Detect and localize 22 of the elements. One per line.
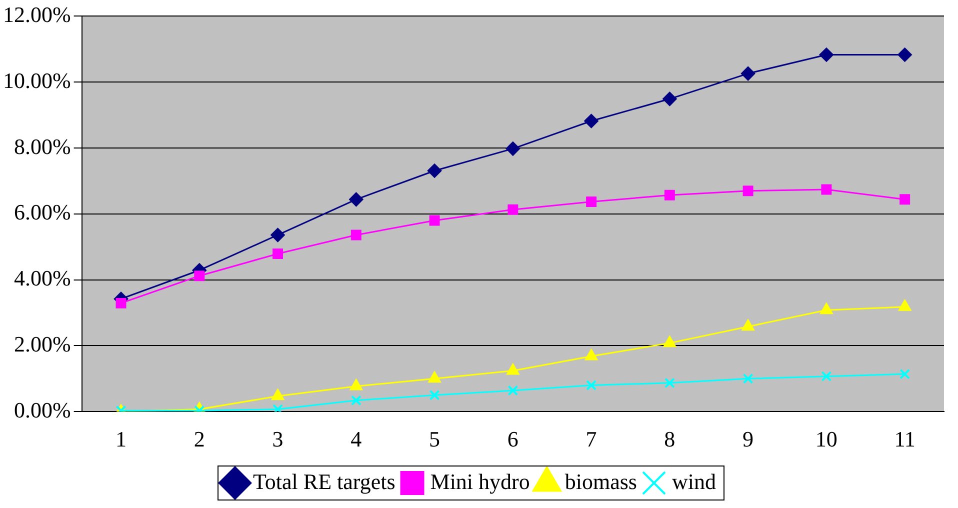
- y-tick-label: 0.00%: [14, 397, 71, 422]
- y-tick-label: 4.00%: [14, 266, 71, 291]
- y-tick-label: 6.00%: [14, 200, 71, 225]
- y-tick-label: 2.00%: [14, 331, 71, 356]
- legend-label: wind: [672, 468, 716, 494]
- legend-label: Mini hydro: [430, 468, 530, 494]
- legend-label: Total RE targets: [253, 468, 396, 494]
- x-tick-label: 1: [116, 426, 127, 452]
- y-tick-label: 10.00%: [3, 68, 71, 93]
- x-tick-label: 10: [815, 426, 838, 452]
- x-tick-label: 8: [664, 426, 676, 452]
- x-tick-label: 3: [272, 426, 284, 452]
- x-tick-label: 7: [586, 426, 597, 452]
- x-tick-label: 6: [507, 426, 518, 452]
- y-tick-label: 8.00%: [14, 134, 71, 159]
- legend-label: biomass: [564, 468, 637, 494]
- x-tick-label: 11: [894, 426, 916, 452]
- y-tick-label: 12.00%: [3, 2, 71, 27]
- x-tick-label: 4: [350, 426, 362, 452]
- x-tick-label: 9: [742, 426, 754, 452]
- x-tick-label: 5: [429, 426, 440, 452]
- x-tick-label: 2: [194, 426, 205, 452]
